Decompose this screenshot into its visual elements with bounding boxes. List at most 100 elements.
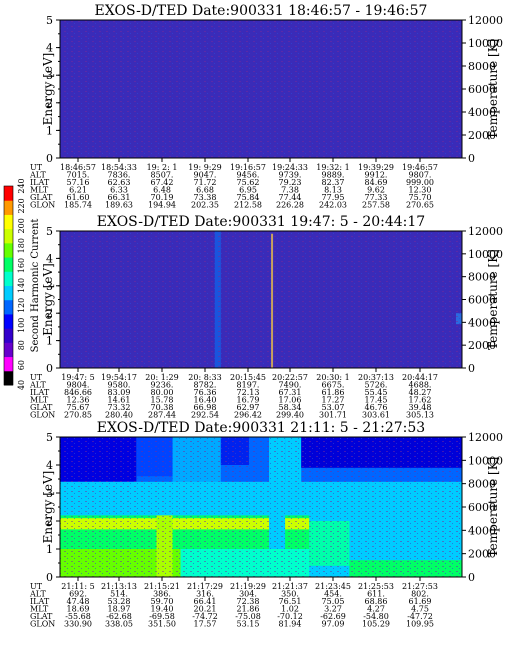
colorbar-swatch <box>4 342 13 358</box>
heatmap-texture <box>60 437 462 577</box>
ephemeris-value: 109.95 <box>406 620 434 629</box>
ephemeris-value: 9456. <box>237 171 260 180</box>
ephemeris-value: 20:15:45 <box>230 373 266 382</box>
ephemeris-value: 70.38 <box>151 403 174 412</box>
ephemeris-value: 53.28 <box>108 597 131 606</box>
colorbar-tick-label: 180 <box>17 238 26 253</box>
ephemeris-value: 73.32 <box>108 403 131 412</box>
ephemeris-value: 19:47: 5 <box>61 373 94 382</box>
ephemeris-value: 48.27 <box>409 388 432 397</box>
ephemeris-value: 3.27 <box>324 605 342 614</box>
ephemeris-row-label: ALT <box>29 381 46 390</box>
ephemeris-value: 9739. <box>279 171 302 180</box>
ephemeris-value: 73.38 <box>194 193 217 202</box>
ephemeris-value: 330.90 <box>64 620 92 629</box>
y2-tick-label: 10000 <box>468 37 503 50</box>
ephemeris-value: 19:54:17 <box>101 373 137 382</box>
ephemeris-row-label: MLT <box>30 396 49 405</box>
ephemeris-value: 19: 2: 1 <box>147 163 178 172</box>
colorbar-swatch <box>4 328 13 343</box>
ephemeris-value: -70.12 <box>277 612 303 621</box>
y-tick-label: 0 <box>46 152 53 165</box>
ephemeris-value: 386. <box>153 590 171 599</box>
ephemeris-value: 21:15:21 <box>144 582 180 591</box>
ephemeris-value: 19: 9:29 <box>188 163 221 172</box>
ephemeris-value: 105.29 <box>362 620 390 629</box>
ephemeris-value: 15.78 <box>151 396 174 405</box>
ephemeris-value: 21:19:29 <box>230 582 266 591</box>
ephemeris-value: 316. <box>196 590 214 599</box>
ephemeris-value: 21:27:53 <box>402 582 438 591</box>
ephemeris-value: 6675. <box>322 381 345 390</box>
ephemeris-value: 67.31 <box>279 388 302 397</box>
ephemeris-value: 692. <box>69 590 87 599</box>
ephemeris-value: 20:37:13 <box>358 373 394 382</box>
ephemeris-value: 185.74 <box>64 201 92 210</box>
ephemeris-value: 84.69 <box>365 178 388 187</box>
ephemeris-value: 21:11: 5 <box>61 582 94 591</box>
ephemeris-value: 75.05 <box>322 597 345 606</box>
ephemeris-value: 61.60 <box>67 193 90 202</box>
ephemeris-value: 20.21 <box>194 605 217 614</box>
ephemeris-value: 19:16:57 <box>230 163 266 172</box>
ephemeris-value: 242.03 <box>319 201 347 210</box>
y2-tick-label: 4000 <box>468 106 496 119</box>
ephemeris-value: 18:54:33 <box>101 163 137 172</box>
colorbar-swatch <box>4 285 13 301</box>
ephemeris-value: 802. <box>411 590 429 599</box>
ephemeris-row-label: ILAT <box>30 178 50 187</box>
colorbar-swatch <box>4 228 13 244</box>
colorbar-swatch <box>4 299 13 315</box>
ephemeris-value: 8.13 <box>324 186 342 195</box>
ephemeris-value: 16.40 <box>194 396 217 405</box>
ephemeris-value: -74.72 <box>192 612 218 621</box>
ephemeris-value: 76.36 <box>194 388 217 397</box>
panel-title: EXOS-D/TED Date:900331 21:11: 5 - 21:27:… <box>97 420 425 436</box>
ephemeris-row-label: UT <box>30 582 43 591</box>
ephemeris-row-label: GLON <box>30 411 55 420</box>
y2-tick-label: 0 <box>468 152 475 165</box>
ephemeris-row-label: ILAT <box>30 597 50 606</box>
y2-tick-label: 8000 <box>468 60 496 73</box>
ephemeris-value: 20:22:57 <box>272 373 308 382</box>
ephemeris-value: -62.68 <box>106 612 132 621</box>
ephemeris-value: 7015. <box>67 171 90 180</box>
ephemeris-value: 6.21 <box>69 186 87 195</box>
ephemeris-value: 17.27 <box>322 396 345 405</box>
ephemeris-value: 19:39:29 <box>358 163 394 172</box>
ephemeris-row-label: GLON <box>30 620 55 629</box>
ephemeris-value: 18.97 <box>108 605 131 614</box>
y2-axis-label: Temperature [K] <box>486 249 500 350</box>
y2-tick-label: 12000 <box>468 225 503 238</box>
ephemeris-value: 9912. <box>365 171 388 180</box>
ephemeris-value: 82.37 <box>322 178 345 187</box>
ephemeris-value: 68.86 <box>365 597 388 606</box>
ephemeris-value: 7490. <box>279 381 302 390</box>
ephemeris-value: 19:32: 1 <box>316 163 349 172</box>
colorbar-tick-label: 80 <box>17 340 26 350</box>
ephemeris-value: 53.15 <box>237 620 260 629</box>
ephemeris-value: 305.13 <box>406 411 434 420</box>
ephemeris-value: 72.13 <box>237 388 260 397</box>
ephemeris-value: 270.85 <box>64 411 92 420</box>
y2-tick-label: 2000 <box>468 129 496 142</box>
ephemeris-value: 9807. <box>409 171 432 180</box>
ephemeris-row-label: ALT <box>29 590 46 599</box>
ephemeris-value: 58.34 <box>279 403 302 412</box>
y2-tick-label: 2000 <box>468 548 496 561</box>
colorbar-tick-label: 160 <box>17 258 26 273</box>
colorbar-swatch <box>4 313 13 329</box>
y2-tick-label: 6000 <box>468 501 496 514</box>
ephemeris-value: -55.68 <box>65 612 91 621</box>
y-tick-label: 3 <box>46 69 53 82</box>
colorbar-tick-label: 240 <box>17 178 26 193</box>
colorbar-swatch <box>4 257 13 272</box>
ephemeris-value: 299.40 <box>276 411 304 420</box>
y-tick-label: 2 <box>46 515 53 528</box>
colorbar-tick-label: 220 <box>17 198 26 213</box>
ephemeris-value: 81.94 <box>279 620 302 629</box>
ephemeris-row-label: GLAT <box>30 612 53 621</box>
ephemeris-value: 194.94 <box>148 201 176 210</box>
y-tick-label: 1 <box>46 543 53 556</box>
ephemeris-value: 18:46:57 <box>60 163 96 172</box>
